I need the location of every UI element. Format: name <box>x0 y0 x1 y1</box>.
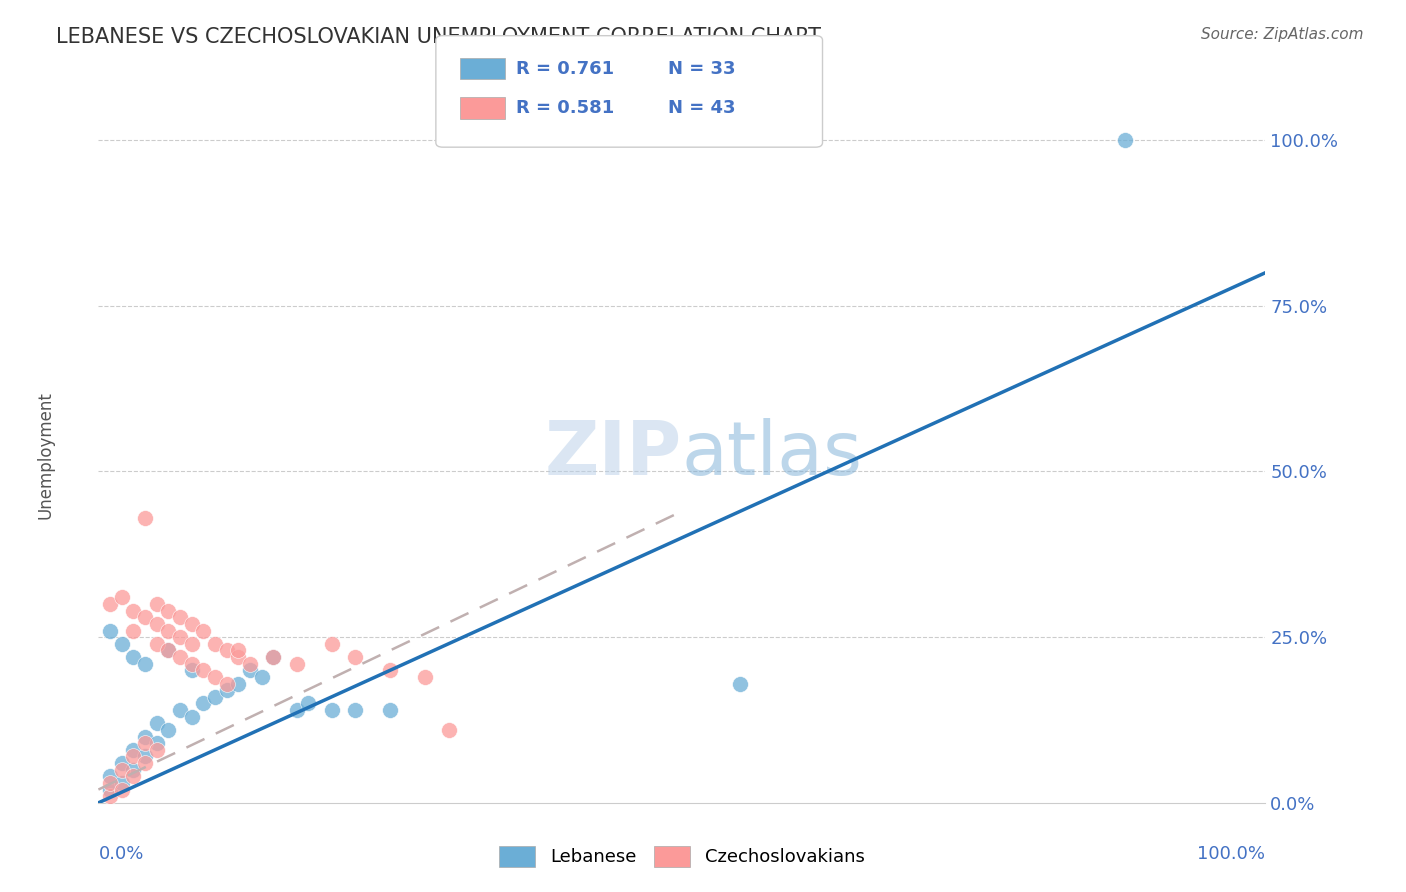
Point <box>111 756 134 770</box>
Point <box>134 730 156 744</box>
Text: Unemployment: Unemployment <box>37 391 55 519</box>
Point <box>193 663 215 677</box>
Point <box>344 703 367 717</box>
Point <box>215 643 238 657</box>
Point <box>146 743 169 757</box>
Point <box>111 763 134 777</box>
Point <box>250 670 273 684</box>
Point <box>204 670 226 684</box>
Point <box>111 782 134 797</box>
Point <box>157 604 180 618</box>
Point <box>134 657 156 671</box>
Point <box>111 637 134 651</box>
Point <box>239 663 262 677</box>
Point <box>239 657 262 671</box>
Point <box>111 776 134 790</box>
Point <box>180 637 202 651</box>
Point <box>134 749 156 764</box>
Point <box>180 663 202 677</box>
Text: R = 0.581: R = 0.581 <box>516 99 614 117</box>
Point <box>228 676 250 690</box>
Text: ZIP: ZIP <box>544 418 682 491</box>
Point <box>215 676 238 690</box>
Point <box>228 650 250 665</box>
Point <box>134 610 156 624</box>
Point <box>378 663 402 677</box>
Point <box>413 670 436 684</box>
Point <box>193 624 215 638</box>
Point <box>98 769 121 783</box>
Point <box>157 643 180 657</box>
Point <box>122 749 145 764</box>
Point <box>98 776 121 790</box>
Point <box>215 683 238 698</box>
Point <box>730 676 752 690</box>
Point <box>180 657 202 671</box>
Point <box>122 769 145 783</box>
Point <box>297 697 319 711</box>
Text: R = 0.761: R = 0.761 <box>516 60 614 78</box>
Point <box>262 650 284 665</box>
Text: 0.0%: 0.0% <box>98 845 143 863</box>
Point <box>111 591 134 605</box>
Point <box>321 637 343 651</box>
Point <box>437 723 460 737</box>
Point <box>169 703 191 717</box>
Legend: Lebanese, Czechoslovakians: Lebanese, Czechoslovakians <box>492 838 872 874</box>
Point <box>321 703 343 717</box>
Point <box>285 703 308 717</box>
Point <box>1114 133 1136 147</box>
Point <box>157 624 180 638</box>
Point <box>204 637 226 651</box>
Point <box>146 716 169 731</box>
Text: Source: ZipAtlas.com: Source: ZipAtlas.com <box>1201 27 1364 42</box>
Point <box>98 789 121 804</box>
Point <box>122 743 145 757</box>
Point <box>122 650 145 665</box>
Point <box>193 697 215 711</box>
Point <box>98 597 121 611</box>
Point <box>180 709 202 723</box>
Point <box>157 643 180 657</box>
Point <box>98 782 121 797</box>
Point <box>262 650 284 665</box>
Point <box>98 624 121 638</box>
Text: N = 43: N = 43 <box>668 99 735 117</box>
Point <box>134 756 156 770</box>
Text: atlas: atlas <box>682 418 863 491</box>
Point <box>169 610 191 624</box>
Point <box>169 630 191 644</box>
Point <box>204 690 226 704</box>
Point <box>134 736 156 750</box>
Text: LEBANESE VS CZECHOSLOVAKIAN UNEMPLOYMENT CORRELATION CHART: LEBANESE VS CZECHOSLOVAKIAN UNEMPLOYMENT… <box>56 27 821 46</box>
Point <box>146 616 169 631</box>
Text: 100.0%: 100.0% <box>1198 845 1265 863</box>
Point <box>146 597 169 611</box>
Point <box>228 643 250 657</box>
Point <box>157 723 180 737</box>
Point <box>344 650 367 665</box>
Point <box>285 657 308 671</box>
Point <box>122 624 145 638</box>
Point <box>134 511 156 525</box>
Point <box>180 616 202 631</box>
Point <box>146 736 169 750</box>
Text: N = 33: N = 33 <box>668 60 735 78</box>
Point <box>378 703 402 717</box>
Point <box>122 763 145 777</box>
Point <box>146 637 169 651</box>
Point <box>122 604 145 618</box>
Point <box>169 650 191 665</box>
